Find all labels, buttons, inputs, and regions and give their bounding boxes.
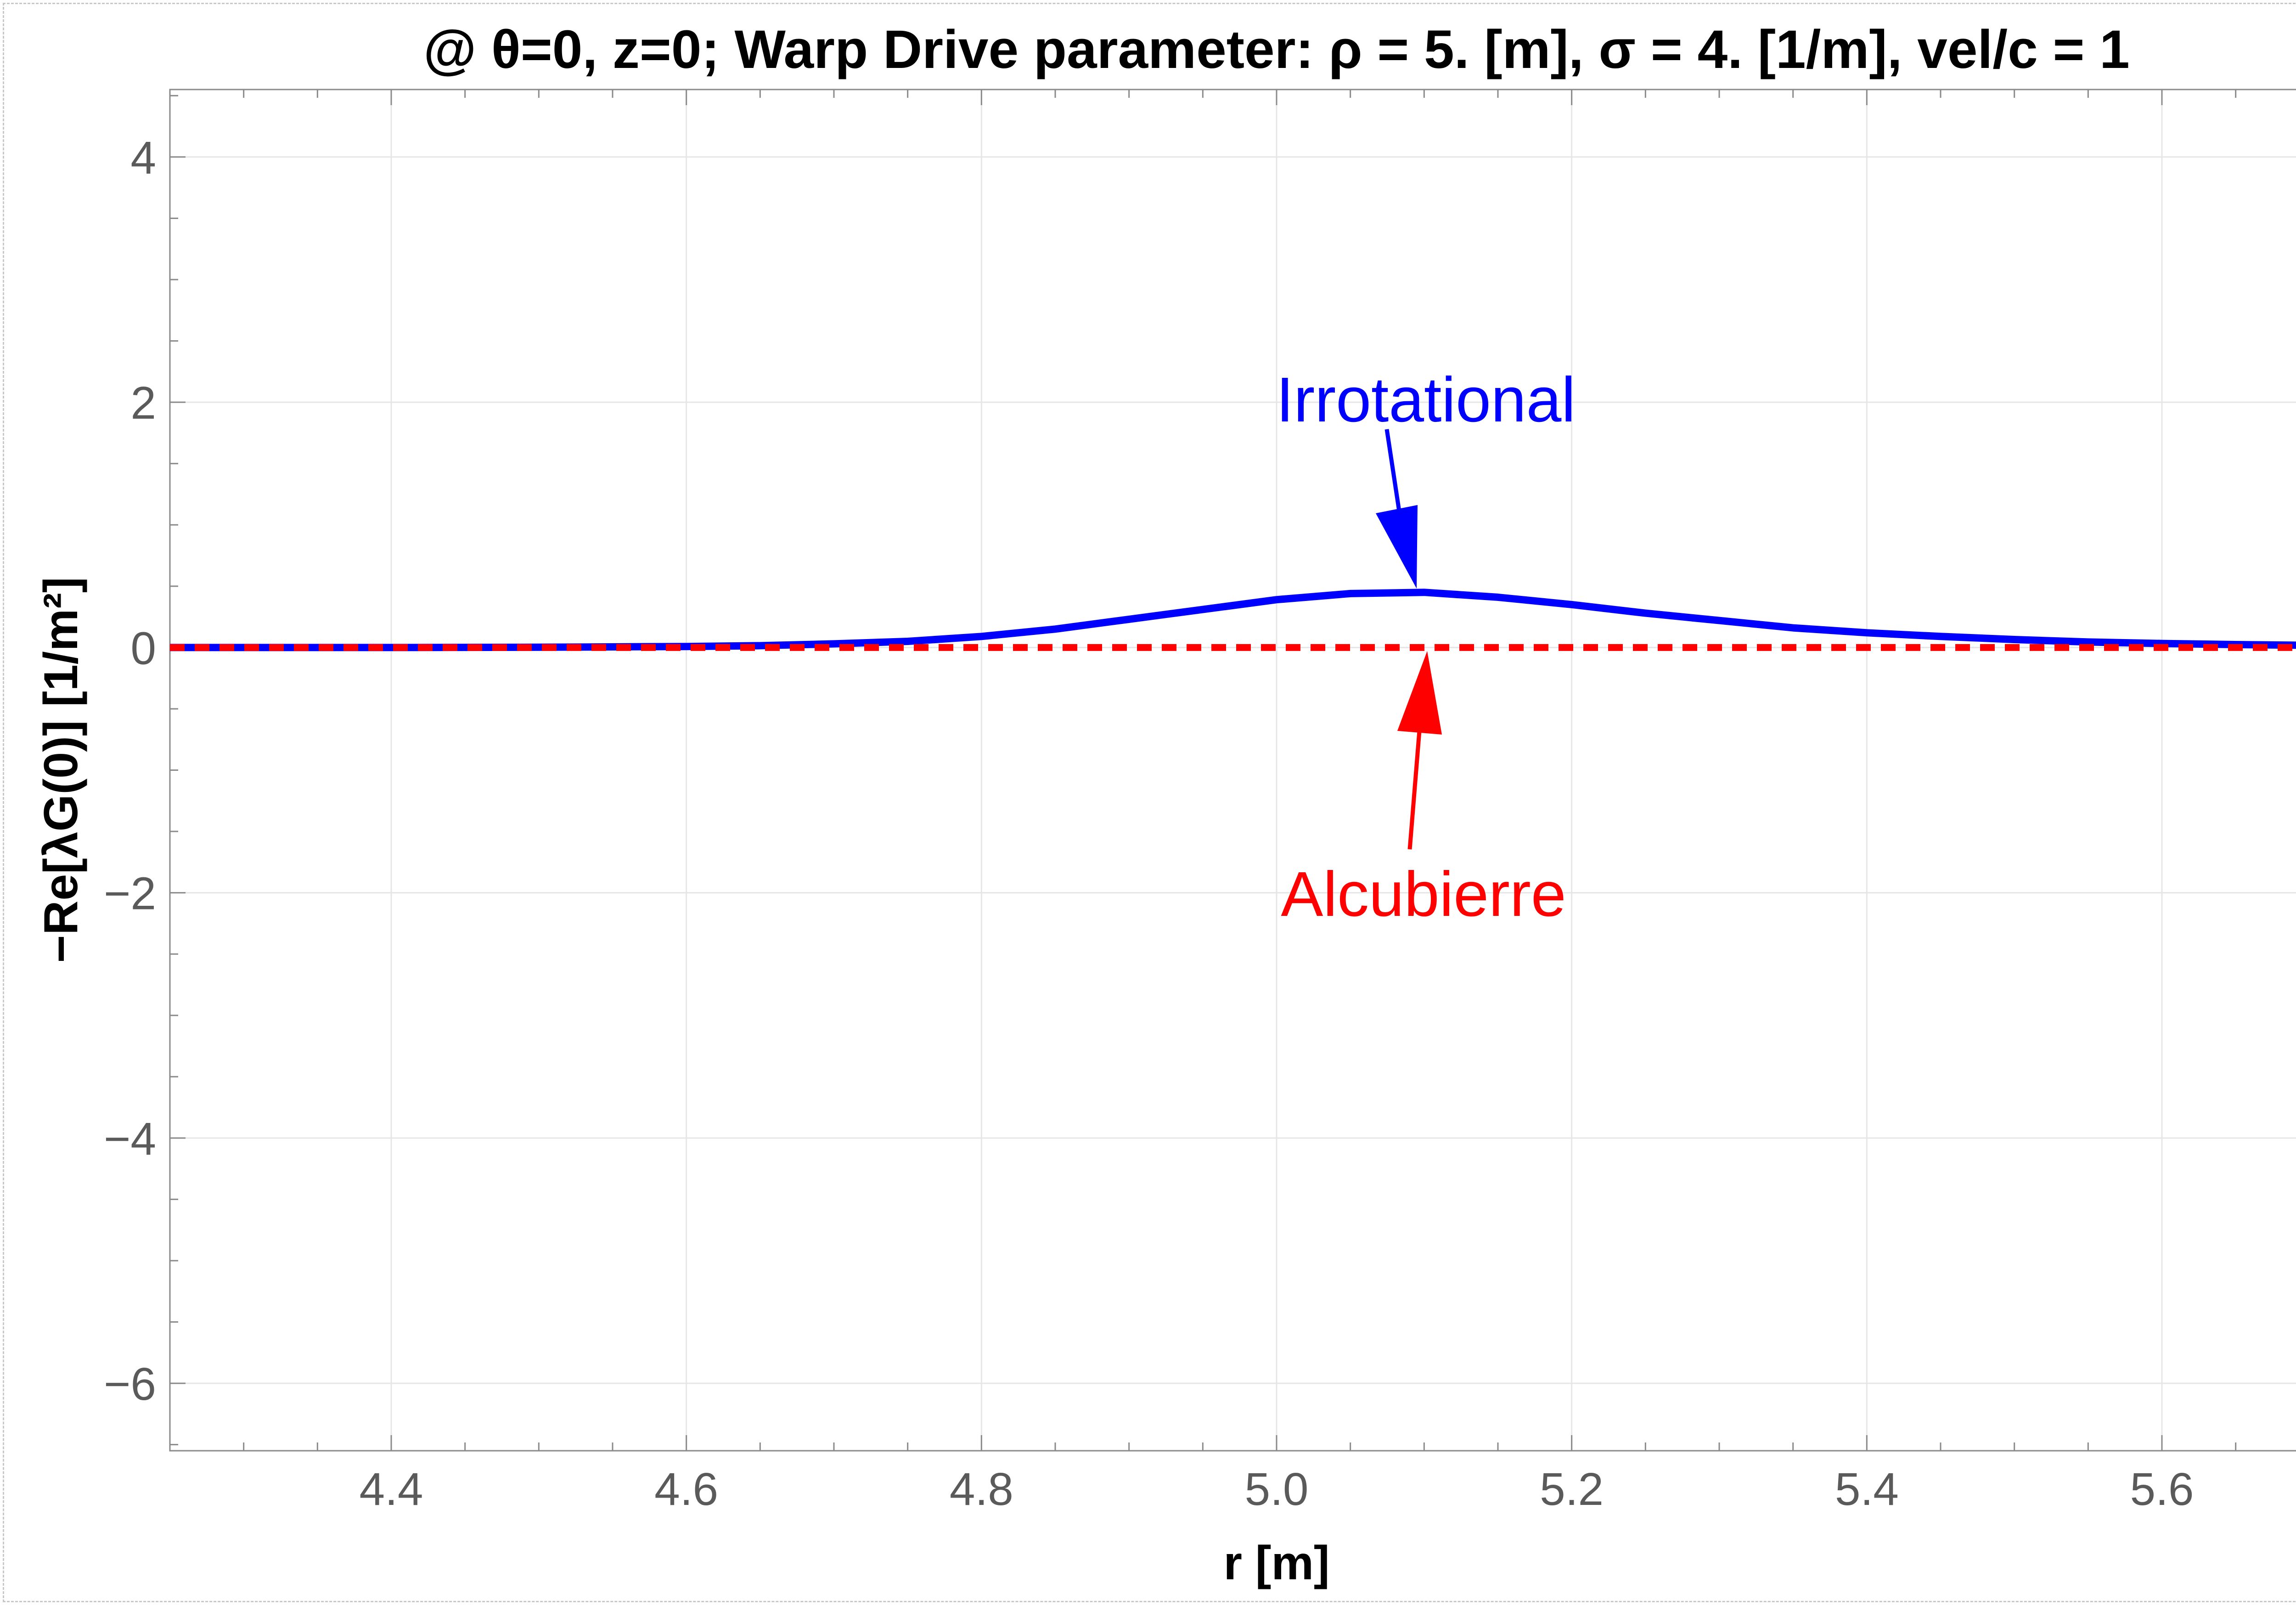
x-tick-label: 4.6 (654, 1464, 718, 1515)
annotation-irrotational-label: Irrotational (1276, 365, 1576, 435)
annotation-alcubierre-arrow (1407, 725, 1422, 850)
annotation-alcubierre-label: Alcubierre (1281, 859, 1566, 930)
annotation-irrotational-arrowhead (1376, 505, 1418, 589)
gridlines (170, 90, 2296, 1451)
y-tick-label: 4 (130, 132, 156, 184)
tick-labels: 4.4 4.6 4.8 5.0 5.2 5.4 5.6 4 2 0 −2 −4 −6 (104, 132, 2194, 1515)
y-tick-label: −4 (104, 1113, 156, 1165)
x-tick-label: 4.8 (950, 1464, 1013, 1515)
annotation-alcubierre-arrowhead (1397, 651, 1442, 735)
chart-title: @ θ=0, z=0; Warp Drive parameter: ρ = 5.… (423, 19, 2130, 80)
series-line-irrotational (170, 589, 2296, 651)
x-tick-label: 4.4 (359, 1464, 423, 1515)
y-tick-label: 2 (130, 377, 156, 429)
series-lines (170, 589, 2296, 651)
x-tick-label: 5.0 (1244, 1464, 1308, 1515)
figure-frame (3, 3, 2296, 1602)
y-tick-label: −2 (104, 868, 156, 920)
x-axis-label: r [m] (1223, 1537, 1329, 1590)
x-tick-label: 5.4 (1835, 1464, 1899, 1515)
annotation-irrotational-arrow (1384, 429, 1402, 515)
annotations: Irrotational Alcubierre (1276, 365, 1576, 930)
y-tick-label: 0 (130, 623, 156, 674)
y-axis-label: −Re[λG(0)] [1/m²] (34, 577, 88, 963)
tick-marks (169, 90, 2237, 1451)
plot-frame (169, 89, 2296, 1452)
x-tick-label: 5.2 (1540, 1464, 1604, 1515)
y-tick-label: −6 (104, 1358, 156, 1410)
x-tick-label: 5.6 (2130, 1464, 2194, 1515)
